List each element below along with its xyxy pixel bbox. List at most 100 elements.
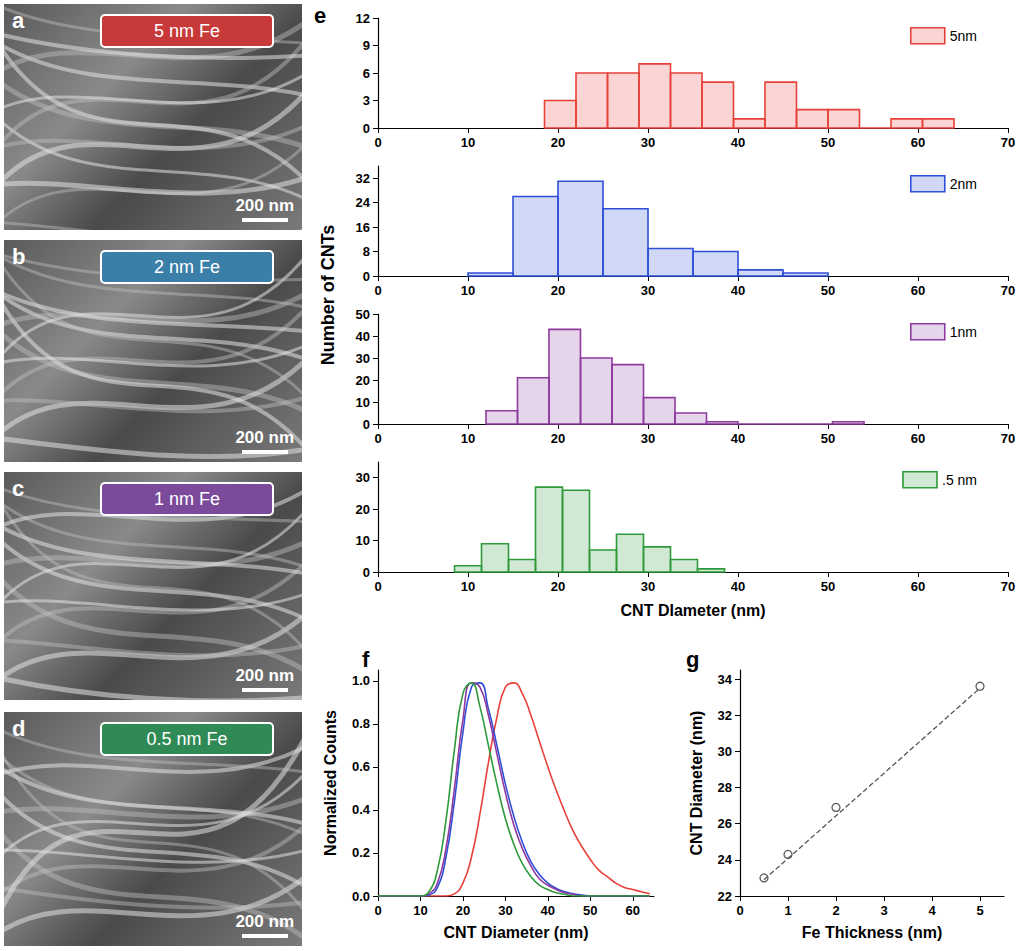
svg-text:60: 60 — [626, 903, 640, 918]
svg-text:70: 70 — [1001, 283, 1015, 298]
svg-text:12: 12 — [356, 11, 370, 26]
svg-text:50: 50 — [356, 307, 370, 322]
svg-text:1nm: 1nm — [950, 324, 977, 340]
svg-text:40: 40 — [356, 329, 370, 344]
html-text:1 nm Fe: 1 nm Fe — [154, 489, 220, 509]
svg-text:CNT DIameter (nm): CNT DIameter (nm) — [621, 602, 766, 619]
svg-text:0: 0 — [374, 579, 381, 594]
svg-text:10: 10 — [356, 395, 370, 410]
svg-text:5nm: 5nm — [950, 28, 977, 44]
svg-text:24: 24 — [718, 852, 733, 867]
svg-text:28: 28 — [718, 780, 732, 795]
svg-text:16: 16 — [356, 220, 370, 235]
svg-text:60: 60 — [911, 283, 925, 298]
svg-text:0.8: 0.8 — [352, 716, 370, 731]
svg-text:26: 26 — [718, 816, 732, 831]
svg-text:0.0: 0.0 — [352, 889, 370, 904]
svg-text:4: 4 — [928, 903, 936, 918]
svg-text:40: 40 — [541, 903, 555, 918]
svg-text:20: 20 — [356, 373, 370, 388]
svg-text:40: 40 — [731, 579, 745, 594]
svg-text:50: 50 — [821, 135, 835, 150]
svg-text:0: 0 — [363, 565, 370, 580]
svg-text:Normalized Counts: Normalized Counts — [322, 710, 339, 856]
svg-text:0: 0 — [374, 903, 381, 918]
html-text:b: b — [12, 244, 26, 269]
svg-text:2: 2 — [832, 903, 839, 918]
svg-text:30: 30 — [641, 135, 655, 150]
svg-text:CNT Diameter (nm): CNT Diameter (nm) — [444, 924, 589, 941]
svg-text:8: 8 — [363, 244, 370, 259]
svg-text:0: 0 — [736, 903, 743, 918]
svg-text:24: 24 — [356, 195, 371, 210]
html-text:200 nm: 200 nm — [235, 666, 294, 685]
svg-text:50: 50 — [583, 903, 597, 918]
svg-text:40: 40 — [731, 135, 745, 150]
svg-text:0: 0 — [374, 431, 381, 446]
html-text:2 nm Fe: 2 nm Fe — [154, 257, 220, 277]
svg-text:9: 9 — [363, 38, 370, 53]
svg-text:0.4: 0.4 — [352, 802, 371, 817]
svg-text:50: 50 — [821, 283, 835, 298]
svg-text:20: 20 — [456, 903, 470, 918]
svg-text:20: 20 — [356, 502, 370, 517]
svg-text:32: 32 — [718, 708, 732, 723]
svg-text:10: 10 — [461, 431, 475, 446]
svg-text:60: 60 — [911, 431, 925, 446]
svg-text:70: 70 — [1001, 135, 1015, 150]
svg-text:22: 22 — [718, 889, 732, 904]
svg-text:50: 50 — [821, 579, 835, 594]
svg-text:30: 30 — [641, 431, 655, 446]
svg-text:30: 30 — [498, 903, 512, 918]
svg-text:10: 10 — [461, 283, 475, 298]
svg-text:0: 0 — [374, 283, 381, 298]
svg-text:6: 6 — [363, 66, 370, 81]
svg-text:30: 30 — [641, 283, 655, 298]
html-text:200 nm: 200 nm — [235, 912, 294, 931]
svg-text:70: 70 — [1001, 579, 1015, 594]
svg-text:1.0: 1.0 — [352, 673, 370, 688]
svg-text:40: 40 — [731, 283, 745, 298]
svg-text:50: 50 — [821, 431, 835, 446]
svg-text:30: 30 — [356, 470, 370, 485]
svg-text:30: 30 — [718, 744, 732, 759]
svg-text:Fe Thickness (nm): Fe Thickness (nm) — [802, 924, 942, 941]
svg-text:.5 nm: .5 nm — [942, 472, 977, 488]
svg-text:Number of CNTs: Number of CNTs — [318, 225, 338, 366]
svg-text:5: 5 — [976, 903, 983, 918]
svg-text:20: 20 — [551, 579, 565, 594]
html-text:200 nm: 200 nm — [235, 428, 294, 447]
svg-text:0: 0 — [363, 269, 370, 284]
svg-text:20: 20 — [551, 431, 565, 446]
svg-text:10: 10 — [356, 533, 370, 548]
svg-text:20: 20 — [551, 135, 565, 150]
svg-text:g: g — [686, 648, 699, 672]
html-text:0.5 nm Fe: 0.5 nm Fe — [146, 729, 228, 749]
svg-text:0: 0 — [363, 121, 370, 136]
svg-text:34: 34 — [718, 672, 733, 687]
svg-text:3: 3 — [880, 903, 887, 918]
svg-text:40: 40 — [731, 431, 745, 446]
svg-text:1: 1 — [784, 903, 791, 918]
svg-text:0: 0 — [363, 417, 370, 432]
svg-text:10: 10 — [413, 903, 427, 918]
svg-text:2nm: 2nm — [950, 176, 977, 192]
svg-text:f: f — [362, 648, 370, 672]
svg-text:3: 3 — [363, 93, 370, 108]
html-text:5 nm Fe: 5 nm Fe — [154, 21, 220, 41]
svg-text:30: 30 — [641, 579, 655, 594]
svg-text:60: 60 — [911, 135, 925, 150]
svg-text:CNT Diameter (nm): CNT Diameter (nm) — [688, 711, 705, 856]
svg-text:60: 60 — [911, 579, 925, 594]
svg-text:10: 10 — [461, 135, 475, 150]
svg-text:0.6: 0.6 — [352, 759, 370, 774]
svg-text:0.2: 0.2 — [352, 845, 370, 860]
svg-text:70: 70 — [1001, 431, 1015, 446]
svg-text:e: e — [314, 4, 326, 28]
svg-text:20: 20 — [551, 283, 565, 298]
svg-text:32: 32 — [356, 171, 370, 186]
svg-text:30: 30 — [356, 351, 370, 366]
svg-text:10: 10 — [461, 579, 475, 594]
html-text:200 nm: 200 nm — [235, 196, 294, 215]
svg-text:0: 0 — [374, 135, 381, 150]
